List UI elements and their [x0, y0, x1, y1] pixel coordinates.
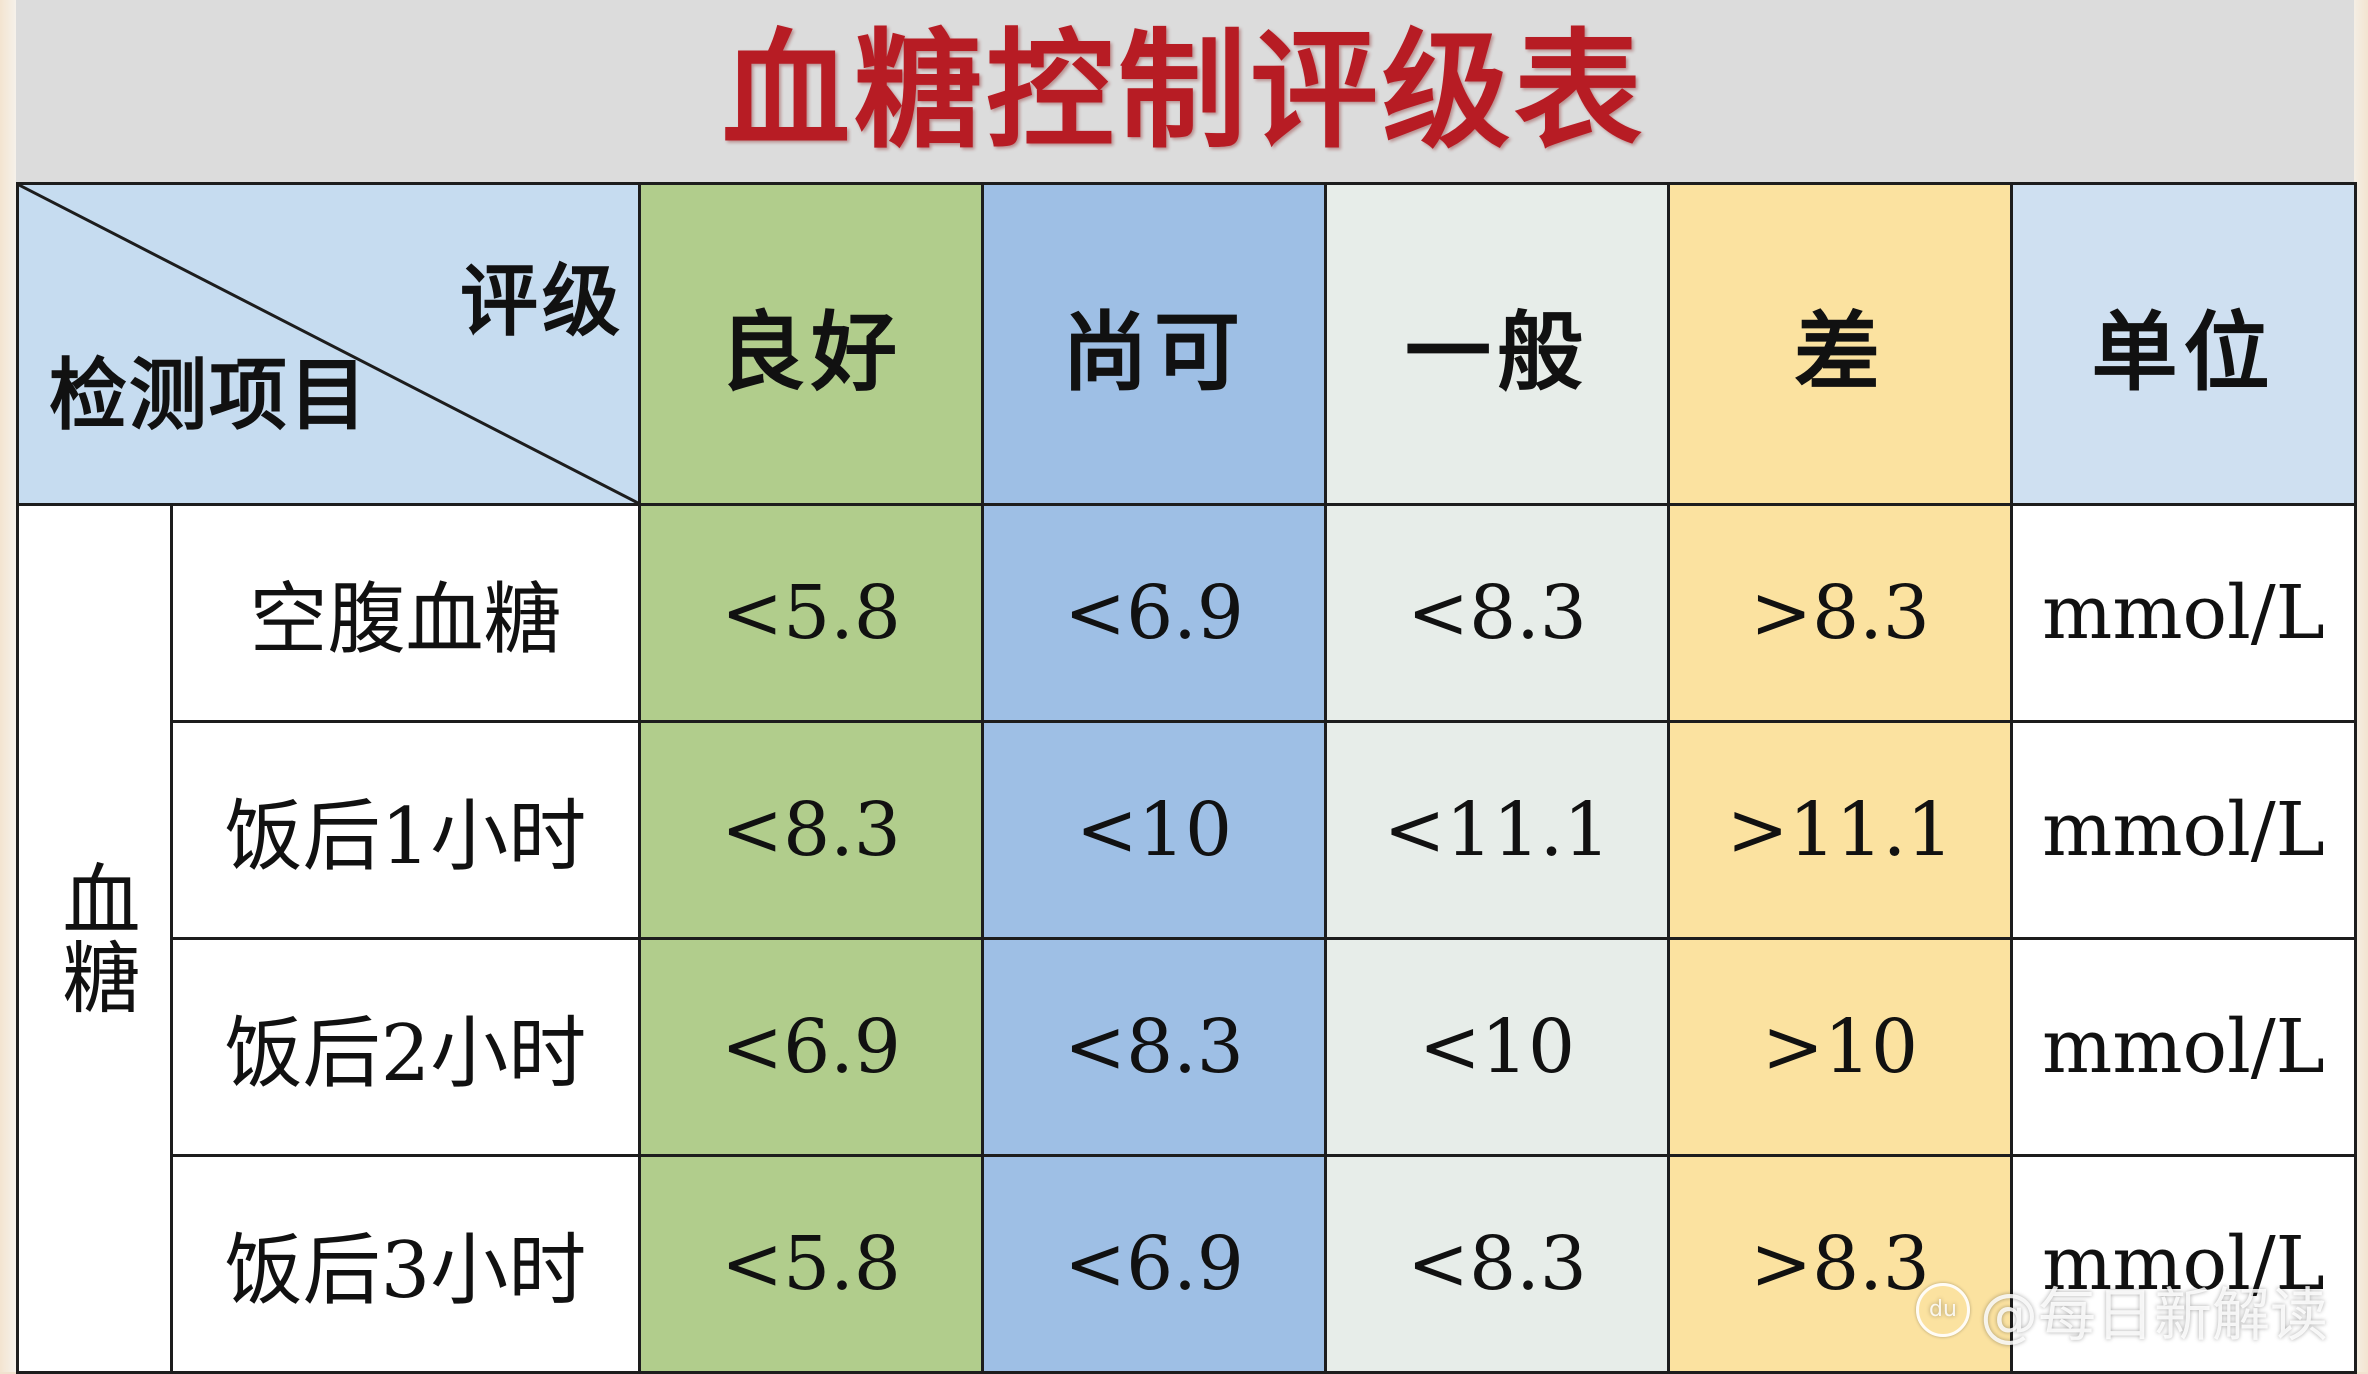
unit-cell: mmol/L: [2010, 937, 2357, 1157]
value: <6.9: [1064, 1221, 1244, 1307]
watermark: du @每日新解读: [1915, 1268, 2328, 1352]
grade-label: 一般: [1405, 302, 1589, 403]
header-row: 评级 检测项目 良好 尚可 一般 差 单位: [16, 182, 2357, 506]
unit-value: mmol/L: [2042, 1004, 2325, 1090]
value-cell-average: <8.3: [1324, 503, 1670, 723]
group-label-cell: 血糖: [16, 503, 173, 1374]
unit-header: 单位: [2010, 182, 2357, 506]
grade-label: 差: [1794, 302, 1886, 403]
value-cell-good: <8.3: [638, 720, 984, 940]
value: <10: [1075, 787, 1233, 873]
grade-header-average: 一般: [1324, 182, 1670, 506]
item-cell: 空腹血糖: [170, 503, 641, 723]
diagonal-line: [19, 185, 638, 503]
item-cell: 饭后1小时: [170, 720, 641, 940]
unit-cell: mmol/L: [2010, 503, 2357, 723]
value-cell-ok: <8.3: [981, 937, 1327, 1157]
item-label: 空腹血糖: [249, 575, 562, 665]
corner-header-cell: 评级 检测项目: [16, 182, 641, 506]
grade-header-good: 良好: [638, 182, 984, 506]
value-cell-good: <5.8: [638, 1154, 984, 1374]
corner-label-item: 检测项目: [49, 351, 370, 441]
table-row: 饭后3小时 <5.8 <6.9 <8.3 >8.3 mmol/L: [18, 1154, 2357, 1374]
value-cell-ok: <6.9: [981, 503, 1327, 723]
group-label: 血糖: [49, 858, 140, 1015]
value: <5.8: [721, 570, 901, 656]
value-cell-poor: >10: [1667, 937, 2013, 1157]
table-row: 饭后1小时 <8.3 <10 <11.1 >11.1 mmol/L: [18, 720, 2357, 940]
unit-value: mmol/L: [2042, 1221, 2325, 1307]
unit-cell: mmol/L: [2010, 720, 2357, 940]
value: >10: [1761, 1004, 1919, 1090]
value: >8.3: [1750, 570, 1930, 656]
grade-header-poor: 差: [1667, 182, 2013, 506]
value: <5.8: [721, 1221, 901, 1307]
item-cell: 饭后2小时: [170, 937, 641, 1157]
value-cell-average: <10: [1324, 937, 1670, 1157]
grade-header-ok: 尚可: [981, 182, 1327, 506]
value: <6.9: [721, 1004, 901, 1090]
grade-label: 尚可: [1062, 302, 1246, 403]
value-cell-average: <8.3: [1324, 1154, 1670, 1374]
watermark-text: @每日新解读: [1979, 1281, 2328, 1349]
value-cell-poor: >11.1: [1667, 720, 2013, 940]
table-row: 血糖 空腹血糖 <5.8 <6.9 <8.3 >8.3 mmol/L: [16, 503, 2357, 1374]
unit-value: mmol/L: [2042, 787, 2325, 873]
value-cell-ok: <10: [981, 720, 1327, 940]
value-cell-poor: >8.3: [1667, 1154, 2013, 1374]
unit-header-label: 单位: [2091, 302, 2276, 403]
value-cell-good: <6.9: [638, 937, 984, 1157]
value: <8.3: [721, 787, 901, 873]
grade-label: 良好: [719, 302, 903, 403]
value: <8.3: [1407, 1221, 1587, 1307]
value-cell-good: <5.8: [638, 503, 984, 723]
value-cell-poor: >8.3: [1667, 503, 2013, 723]
unit-cell: mmol/L: [2010, 1154, 2357, 1374]
value: <8.3: [1407, 570, 1587, 656]
item-label: 饭后3小时: [224, 1226, 587, 1316]
item-cell: 饭后3小时: [170, 1154, 641, 1374]
unit-value: mmol/L: [2042, 570, 2325, 656]
value: >11.1: [1726, 787, 1954, 873]
value-cell-ok: <6.9: [981, 1154, 1327, 1374]
item-label: 饭后1小时: [224, 792, 587, 882]
value: <8.3: [1064, 1004, 1244, 1090]
value: <10: [1418, 1004, 1576, 1090]
value: <6.9: [1064, 570, 1244, 656]
corner-label-grade: 评级: [459, 257, 624, 347]
table-row: 饭后2小时 <6.9 <8.3 <10 >10 mmol/L: [18, 937, 2357, 1157]
rating-table: 评级 检测项目 良好 尚可 一般 差 单位 血糖 空腹血糖 <5.8 <6.9 …: [16, 182, 2357, 1374]
paw-logo-icon: du: [1915, 1283, 1970, 1337]
value: >8.3: [1750, 1221, 1930, 1307]
page-title: 血糖控制评级表: [721, 16, 1646, 166]
value: <11.1: [1383, 787, 1611, 873]
value-cell-average: <11.1: [1324, 720, 1670, 940]
item-label: 饭后2小时: [224, 1009, 587, 1099]
title-band: [16, 0, 2354, 182]
